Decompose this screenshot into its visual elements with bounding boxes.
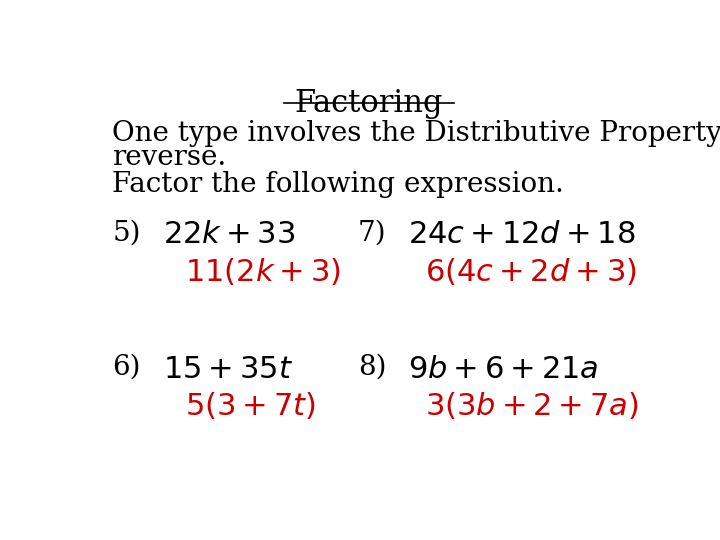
Text: 7): 7) xyxy=(358,219,387,246)
Text: One type involves the Distributive Property in: One type involves the Distributive Prope… xyxy=(112,120,720,147)
Text: $15+35t$: $15+35t$ xyxy=(163,354,292,385)
Text: reverse.: reverse. xyxy=(112,144,227,171)
Text: $22k+33$: $22k+33$ xyxy=(163,219,295,251)
Text: $6(4c+2d+3)$: $6(4c+2d+3)$ xyxy=(425,257,636,288)
Text: $9b+6+21a$: $9b+6+21a$ xyxy=(408,354,598,385)
Text: $11(2k+3)$: $11(2k+3)$ xyxy=(185,257,341,288)
Text: 8): 8) xyxy=(358,354,387,381)
Text: $5(3+7t)$: $5(3+7t)$ xyxy=(185,391,315,422)
Text: $24c+12d+18$: $24c+12d+18$ xyxy=(408,219,636,251)
Text: 6): 6) xyxy=(112,354,141,381)
Text: Factor the following expression.: Factor the following expression. xyxy=(112,171,564,198)
Text: $3(3b+2+7a)$: $3(3b+2+7a)$ xyxy=(425,391,639,422)
Text: 5): 5) xyxy=(112,219,141,246)
Text: Factoring: Factoring xyxy=(294,87,444,119)
